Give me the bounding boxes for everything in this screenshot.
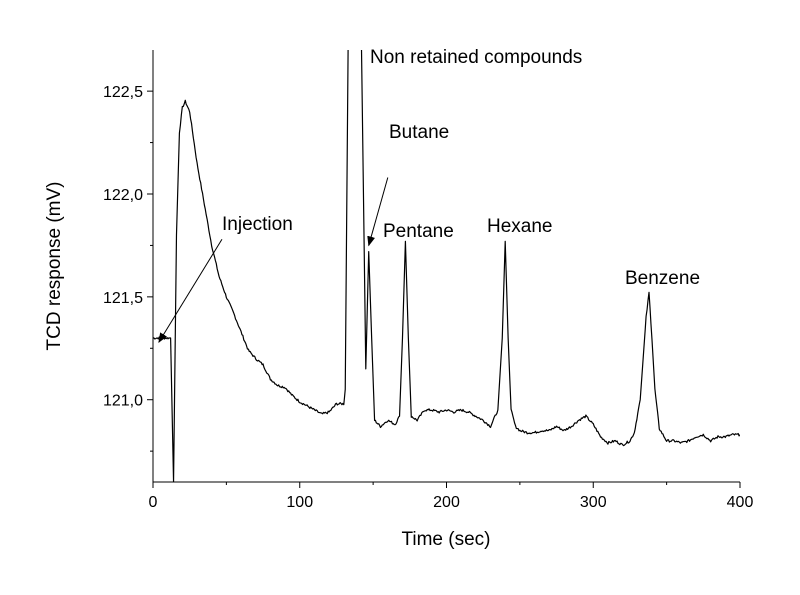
annotation-hexane: Hexane bbox=[487, 216, 553, 237]
y-tick-label: 121,5 bbox=[103, 290, 143, 307]
y-tick-label: 122,0 bbox=[103, 187, 143, 204]
annotation-butane: Butane bbox=[389, 122, 449, 143]
x-tick-label: 300 bbox=[580, 494, 607, 511]
annotation-injection: Injection bbox=[222, 214, 293, 235]
y-tick-label: 121,0 bbox=[103, 393, 143, 410]
annotation-non-retained: Non retained compounds bbox=[370, 47, 582, 68]
y-axis-title: TCD response (mV) bbox=[44, 182, 65, 351]
x-tick-label: 100 bbox=[286, 494, 313, 511]
y-tick-label: 122,5 bbox=[103, 84, 143, 101]
x-tick-label: 400 bbox=[727, 494, 754, 511]
annotation-benzene: Benzene bbox=[625, 268, 700, 289]
y-axis-ticks: 121,0 121,5 122,0 122,5 bbox=[103, 84, 153, 452]
injection-arrow bbox=[158, 238, 223, 343]
x-axis-ticks: 0 100 200 300 400 bbox=[149, 482, 754, 511]
x-tick-label: 0 bbox=[149, 494, 158, 511]
x-axis-title: Time (sec) bbox=[401, 529, 490, 550]
butane-arrow bbox=[367, 177, 389, 247]
x-tick-label: 200 bbox=[433, 494, 460, 511]
annotation-pentane: Pentane bbox=[383, 221, 454, 242]
tcd-signal-line bbox=[153, 50, 740, 482]
